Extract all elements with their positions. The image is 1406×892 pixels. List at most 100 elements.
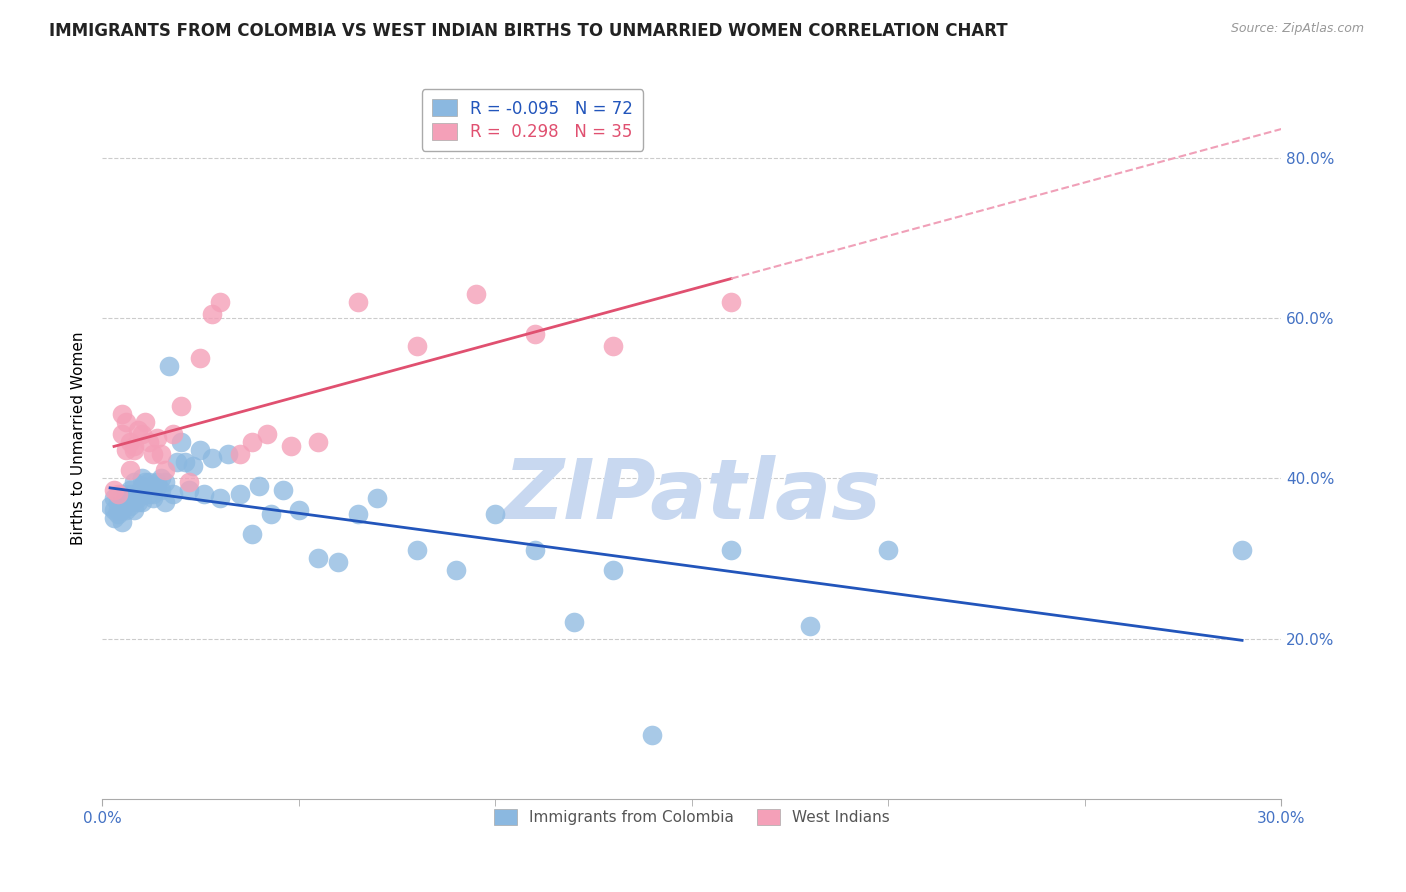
Point bbox=[326, 555, 349, 569]
Point bbox=[249, 479, 271, 493]
Point bbox=[134, 483, 156, 498]
Point bbox=[464, 286, 486, 301]
Point bbox=[111, 503, 134, 517]
Point bbox=[217, 447, 239, 461]
Point bbox=[131, 479, 153, 493]
Text: Source: ZipAtlas.com: Source: ZipAtlas.com bbox=[1230, 22, 1364, 36]
Point bbox=[111, 487, 134, 501]
Point bbox=[877, 543, 900, 558]
Point bbox=[366, 491, 388, 506]
Point bbox=[118, 495, 141, 509]
Point bbox=[138, 435, 160, 450]
Point bbox=[271, 483, 294, 498]
Point bbox=[153, 495, 176, 509]
Y-axis label: Births to Unmarried Women: Births to Unmarried Women bbox=[72, 332, 86, 545]
Point bbox=[523, 543, 546, 558]
Point bbox=[193, 487, 215, 501]
Point bbox=[122, 491, 145, 506]
Point bbox=[107, 503, 129, 517]
Point bbox=[114, 495, 136, 509]
Text: ZIPatlas: ZIPatlas bbox=[503, 455, 880, 536]
Point bbox=[405, 543, 427, 558]
Point bbox=[170, 399, 193, 413]
Point bbox=[103, 503, 125, 517]
Point bbox=[122, 503, 145, 517]
Point bbox=[405, 339, 427, 353]
Point bbox=[107, 487, 129, 501]
Point bbox=[127, 491, 149, 506]
Point bbox=[118, 500, 141, 514]
Point bbox=[150, 471, 173, 485]
Point bbox=[162, 487, 184, 501]
Point bbox=[131, 495, 153, 509]
Point bbox=[111, 427, 134, 442]
Point bbox=[190, 351, 212, 365]
Point bbox=[103, 511, 125, 525]
Point bbox=[131, 471, 153, 485]
Point bbox=[177, 483, 200, 498]
Point bbox=[240, 435, 263, 450]
Point bbox=[562, 615, 585, 630]
Point bbox=[150, 483, 173, 498]
Point bbox=[602, 563, 624, 577]
Point bbox=[229, 447, 252, 461]
Point bbox=[118, 483, 141, 498]
Point bbox=[146, 431, 169, 445]
Point bbox=[256, 427, 278, 442]
Point bbox=[444, 563, 467, 577]
Point bbox=[146, 475, 169, 490]
Point bbox=[131, 487, 153, 501]
Text: IMMIGRANTS FROM COLOMBIA VS WEST INDIAN BIRTHS TO UNMARRIED WOMEN CORRELATION CH: IMMIGRANTS FROM COLOMBIA VS WEST INDIAN … bbox=[49, 22, 1008, 40]
Point bbox=[150, 447, 173, 461]
Point bbox=[181, 459, 204, 474]
Point bbox=[1230, 543, 1253, 558]
Point bbox=[720, 543, 742, 558]
Point bbox=[146, 479, 169, 493]
Point bbox=[138, 475, 160, 490]
Point bbox=[229, 487, 252, 501]
Point bbox=[122, 439, 145, 453]
Point bbox=[484, 508, 506, 522]
Point bbox=[118, 435, 141, 450]
Point bbox=[173, 455, 195, 469]
Point bbox=[307, 551, 329, 566]
Point bbox=[131, 427, 153, 442]
Point bbox=[346, 508, 368, 522]
Point bbox=[142, 487, 165, 501]
Point bbox=[177, 475, 200, 490]
Point bbox=[142, 491, 165, 506]
Legend: Immigrants from Colombia, West Indians: Immigrants from Colombia, West Indians bbox=[485, 800, 898, 835]
Point bbox=[98, 500, 121, 514]
Point bbox=[209, 491, 232, 506]
Point bbox=[307, 435, 329, 450]
Point bbox=[103, 491, 125, 506]
Point bbox=[209, 294, 232, 309]
Point bbox=[114, 503, 136, 517]
Point bbox=[122, 443, 145, 458]
Point bbox=[799, 619, 821, 633]
Point bbox=[201, 451, 224, 466]
Point bbox=[201, 307, 224, 321]
Point bbox=[280, 439, 302, 453]
Point bbox=[127, 487, 149, 501]
Point bbox=[114, 491, 136, 506]
Point bbox=[523, 326, 546, 341]
Point bbox=[602, 339, 624, 353]
Point bbox=[153, 475, 176, 490]
Point bbox=[111, 407, 134, 421]
Point bbox=[134, 415, 156, 429]
Point bbox=[127, 495, 149, 509]
Point bbox=[260, 508, 283, 522]
Point bbox=[122, 475, 145, 490]
Point bbox=[114, 415, 136, 429]
Point bbox=[153, 463, 176, 477]
Point bbox=[103, 483, 125, 498]
Point bbox=[114, 443, 136, 458]
Point bbox=[111, 516, 134, 530]
Point bbox=[107, 495, 129, 509]
Point bbox=[157, 359, 180, 373]
Point bbox=[720, 294, 742, 309]
Point bbox=[641, 728, 664, 742]
Point bbox=[170, 435, 193, 450]
Point bbox=[118, 487, 141, 501]
